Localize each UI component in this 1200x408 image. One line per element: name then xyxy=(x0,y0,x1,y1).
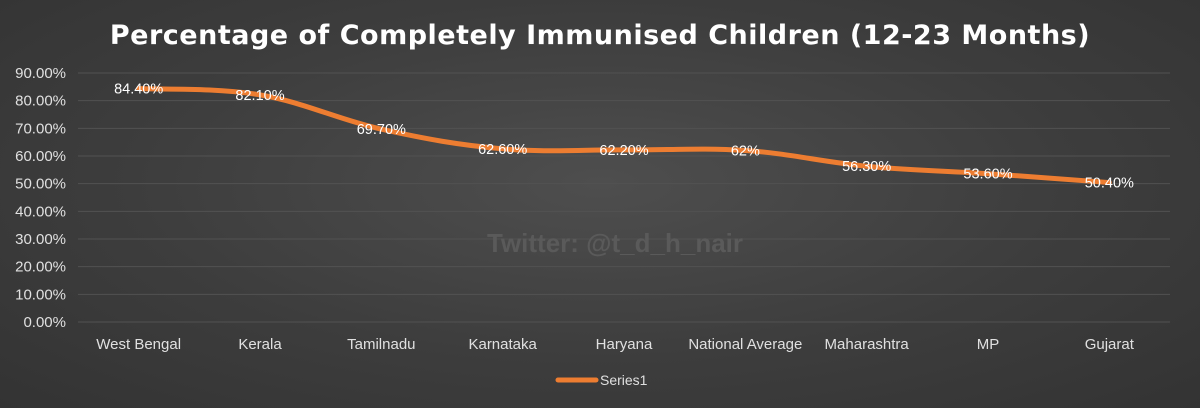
legend: Series1 xyxy=(555,372,648,388)
y-tick-label: 80.00% xyxy=(15,93,66,110)
data-label: 56.30% xyxy=(842,159,891,175)
data-label: 69.70% xyxy=(357,122,406,138)
x-tick-label: Kerala xyxy=(238,336,282,353)
chart-title: Percentage of Completely Immunised Child… xyxy=(110,20,1090,51)
data-label: 82.10% xyxy=(235,88,284,104)
gridlines xyxy=(78,72,1170,323)
watermark-text: Twitter: @t_d_h_nair xyxy=(487,228,743,258)
data-label: 53.60% xyxy=(963,167,1012,183)
y-tick-label: 70.00% xyxy=(15,120,66,137)
y-tick-label: 30.00% xyxy=(15,231,66,248)
x-axis: West Bengal Kerala Tamilnadu Karnataka Harya… xyxy=(96,336,1134,353)
data-label: 62.60% xyxy=(478,142,527,158)
x-tick-label: Gujarat xyxy=(1085,336,1135,353)
y-tick-label: 90.00% xyxy=(15,65,66,82)
y-tick-label: 50.00% xyxy=(15,176,66,193)
y-axis: 0.00% 10.00% 20.00% 30.00% 40.00% 50.00% 60.00… xyxy=(15,65,66,331)
x-tick-label: National Average xyxy=(688,336,802,353)
data-labels: 84.40% 82.10% 69.70% 62.60% 62.20% 62% 56.30% 5… xyxy=(114,81,1134,191)
y-tick-label: 0.00% xyxy=(23,314,66,331)
x-tick-label: Tamilnadu xyxy=(347,336,415,353)
x-tick-label: Maharashtra xyxy=(825,336,910,353)
x-tick-label: Karnataka xyxy=(468,336,537,353)
x-tick-label: Haryana xyxy=(596,336,653,353)
series-line xyxy=(136,85,1112,186)
data-label: 84.40% xyxy=(114,81,163,97)
y-tick-label: 40.00% xyxy=(15,203,66,220)
data-label: 62.20% xyxy=(599,143,648,159)
series-group xyxy=(136,85,1112,186)
y-tick-label: 20.00% xyxy=(15,259,66,276)
data-label: 62% xyxy=(731,143,760,159)
data-label: 50.40% xyxy=(1085,176,1134,192)
x-tick-label: MP xyxy=(977,336,1000,353)
y-tick-label: 10.00% xyxy=(15,286,66,303)
legend-label: Series1 xyxy=(600,372,648,388)
y-tick-label: 60.00% xyxy=(15,148,66,165)
x-tick-label: West Bengal xyxy=(96,336,181,353)
